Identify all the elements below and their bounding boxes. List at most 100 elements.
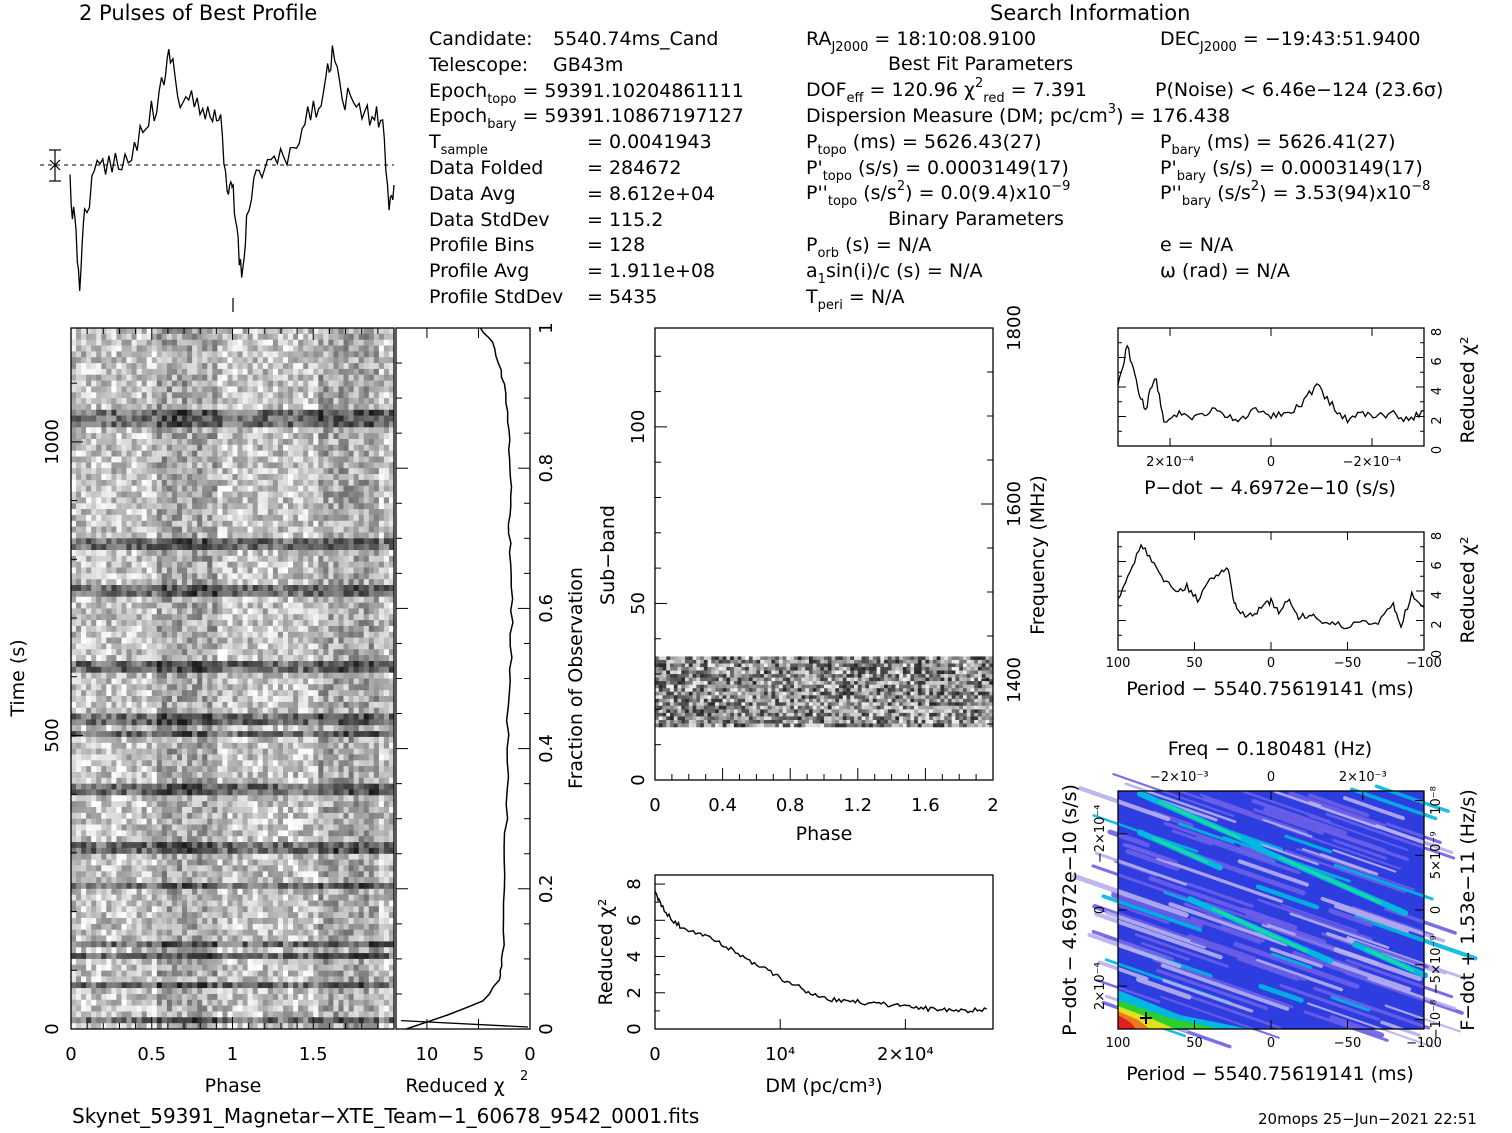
heat-cell <box>368 368 375 376</box>
heat-cell <box>212 421 218 428</box>
heat-cell <box>262 526 269 533</box>
heat-cell <box>333 736 339 744</box>
heat-cell <box>303 421 309 428</box>
heat-cell <box>383 608 390 615</box>
heat-cell <box>383 690 390 697</box>
heat-cell <box>136 444 142 451</box>
heat-cell <box>81 690 87 697</box>
heat-cell <box>257 456 264 463</box>
heat-cell <box>343 345 349 352</box>
heat-cell <box>308 725 314 732</box>
heat-cell <box>323 672 329 679</box>
heat-cell <box>353 719 359 726</box>
heat-cell <box>328 731 334 738</box>
heat-cell <box>136 328 142 335</box>
heat-cell <box>257 462 264 469</box>
heat-cell <box>166 479 173 487</box>
heat-cell <box>116 777 122 784</box>
heat-cell <box>242 666 248 673</box>
heat-cell <box>141 777 148 784</box>
heat-cell <box>217 368 223 376</box>
heat-cell <box>283 736 289 744</box>
heat-cell <box>313 690 319 697</box>
heat-cell <box>283 555 289 562</box>
heat-cell <box>303 772 309 779</box>
heat-cell <box>328 456 334 463</box>
best-fit-title: Best Fit Parameters <box>888 53 1074 75</box>
heat-cell <box>383 696 390 703</box>
heat-cell <box>207 555 213 562</box>
heat-cell <box>237 713 243 720</box>
heat-cell <box>197 596 203 603</box>
heat-cell <box>267 497 274 504</box>
heat-cell <box>368 701 375 709</box>
heat-cell <box>151 368 158 376</box>
heat-cell <box>353 760 359 767</box>
heat-cell <box>313 637 319 644</box>
heat-cell <box>106 754 112 761</box>
heat-cell <box>227 328 233 335</box>
heat-cell <box>136 409 142 416</box>
heat-cell <box>293 731 299 738</box>
heat-cell <box>272 526 279 533</box>
heat-cell <box>298 643 304 650</box>
heat-cell <box>303 456 309 463</box>
heat-cell <box>182 497 188 504</box>
heat-cell <box>358 462 365 469</box>
heat-cell <box>308 333 314 340</box>
heat-cell <box>303 748 309 755</box>
heat-cell <box>207 433 213 440</box>
heat-cell <box>277 614 284 621</box>
heat-cell <box>71 760 77 767</box>
heat-cell <box>333 357 339 364</box>
heat-cell <box>378 403 385 411</box>
heat-cell <box>146 427 153 434</box>
heat-cell <box>333 474 339 481</box>
heat-cell <box>91 731 97 738</box>
heat-cell <box>363 439 370 446</box>
heat-cell <box>383 661 390 668</box>
heat-cell <box>131 614 137 621</box>
heat-cell <box>71 742 77 749</box>
heat-cell <box>262 620 269 627</box>
heat-cell <box>182 339 188 346</box>
heat-cell <box>96 707 102 714</box>
heat-cell <box>389 643 395 650</box>
heat-cell <box>121 643 127 650</box>
heat-cell <box>318 590 324 598</box>
heat-cell <box>293 766 299 773</box>
heat-cell <box>86 766 92 773</box>
heat-cell <box>368 672 375 679</box>
heat-cell <box>343 637 349 644</box>
heat-cell <box>328 497 334 504</box>
heat-cell <box>96 719 102 726</box>
heat-cell <box>222 555 228 562</box>
heat-cell <box>343 456 349 463</box>
heat-cell <box>267 474 274 481</box>
heat-cell <box>131 468 137 475</box>
heat-cell <box>177 351 183 358</box>
heat-cell <box>177 596 183 603</box>
heat-cell <box>101 772 107 779</box>
heat-cell <box>323 596 329 603</box>
heat-cell <box>222 719 228 726</box>
heat-cell <box>106 772 112 779</box>
heat-cell <box>257 772 264 779</box>
heat-cell <box>303 696 309 703</box>
heat-cell <box>146 579 153 586</box>
heat-cell <box>313 672 319 679</box>
heat-cell <box>358 380 365 387</box>
heat-cell <box>81 497 87 504</box>
heat-cell <box>237 450 243 457</box>
heat-cell <box>151 555 158 562</box>
heat-cell <box>373 514 380 522</box>
heat-cell <box>192 363 198 370</box>
heat-cell <box>277 544 284 551</box>
heat-cell <box>333 690 339 697</box>
heat-cell <box>101 567 107 574</box>
heat-cell <box>363 474 370 481</box>
heat-cell <box>146 550 153 557</box>
heat-cell <box>106 544 112 551</box>
heat-cell <box>222 328 228 335</box>
heat-cell <box>313 328 319 335</box>
